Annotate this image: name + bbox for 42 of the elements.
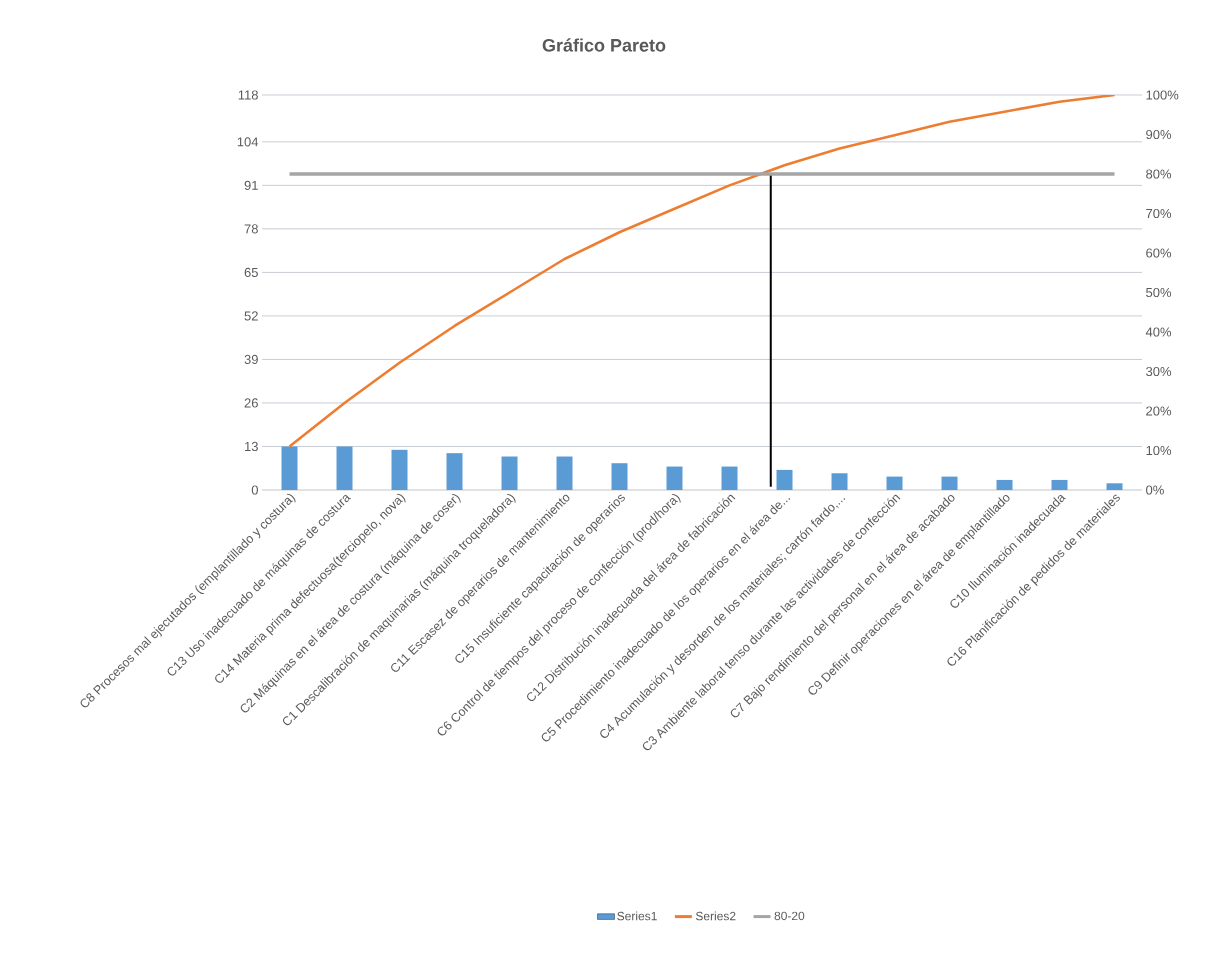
- bar: [831, 473, 848, 490]
- legend-label: Series2: [695, 911, 736, 921]
- bar: [1051, 479, 1068, 490]
- y2-tick-label: 50%: [1146, 287, 1172, 298]
- bar: [501, 456, 518, 490]
- legend-label: Series1: [617, 911, 657, 921]
- bar: [996, 479, 1013, 490]
- y-tick-label: 52: [244, 311, 258, 321]
- bar: [446, 453, 463, 490]
- y-tick-label: 78: [244, 224, 258, 234]
- y-tick-label: 39: [244, 354, 258, 365]
- bar: [941, 476, 958, 490]
- line-series: [288, 94, 1116, 448]
- y-tick-label: 104: [237, 137, 259, 147]
- y2-tick-label: 10%: [1146, 445, 1172, 456]
- y2-tick-label: 40%: [1145, 327, 1172, 337]
- bar: [666, 466, 683, 490]
- y2-tick-label: 0%: [1146, 485, 1164, 495]
- bar: [1106, 483, 1123, 490]
- y-tick-label: 91: [244, 180, 258, 190]
- bar: [281, 446, 298, 490]
- y-tick-label: 118: [238, 90, 258, 100]
- y2-tick-label: 100%: [1146, 90, 1179, 100]
- bar: [886, 476, 903, 490]
- chart-title: Gráfico Pareto: [542, 38, 666, 52]
- y2-tick-label: 20%: [1146, 406, 1172, 416]
- bar: [391, 449, 408, 490]
- legend-label: 80-20: [774, 911, 805, 921]
- y2-tick-label: 60%: [1146, 248, 1172, 258]
- y-tick-label: 0: [251, 485, 258, 495]
- y-tick-label: 65: [244, 267, 258, 277]
- y-tick-label: 13: [245, 441, 258, 452]
- bar: [336, 446, 353, 490]
- bar: [556, 456, 573, 490]
- y-tick-label: 26: [244, 398, 258, 408]
- y2-tick-label: 70%: [1146, 208, 1172, 219]
- bar: [611, 463, 628, 490]
- bar: [721, 466, 738, 490]
- y2-tick-label: 80%: [1146, 169, 1172, 179]
- bar: [776, 469, 793, 490]
- y2-tick-label: 30%: [1146, 366, 1172, 377]
- y2-tick-label: 90%: [1146, 129, 1172, 140]
